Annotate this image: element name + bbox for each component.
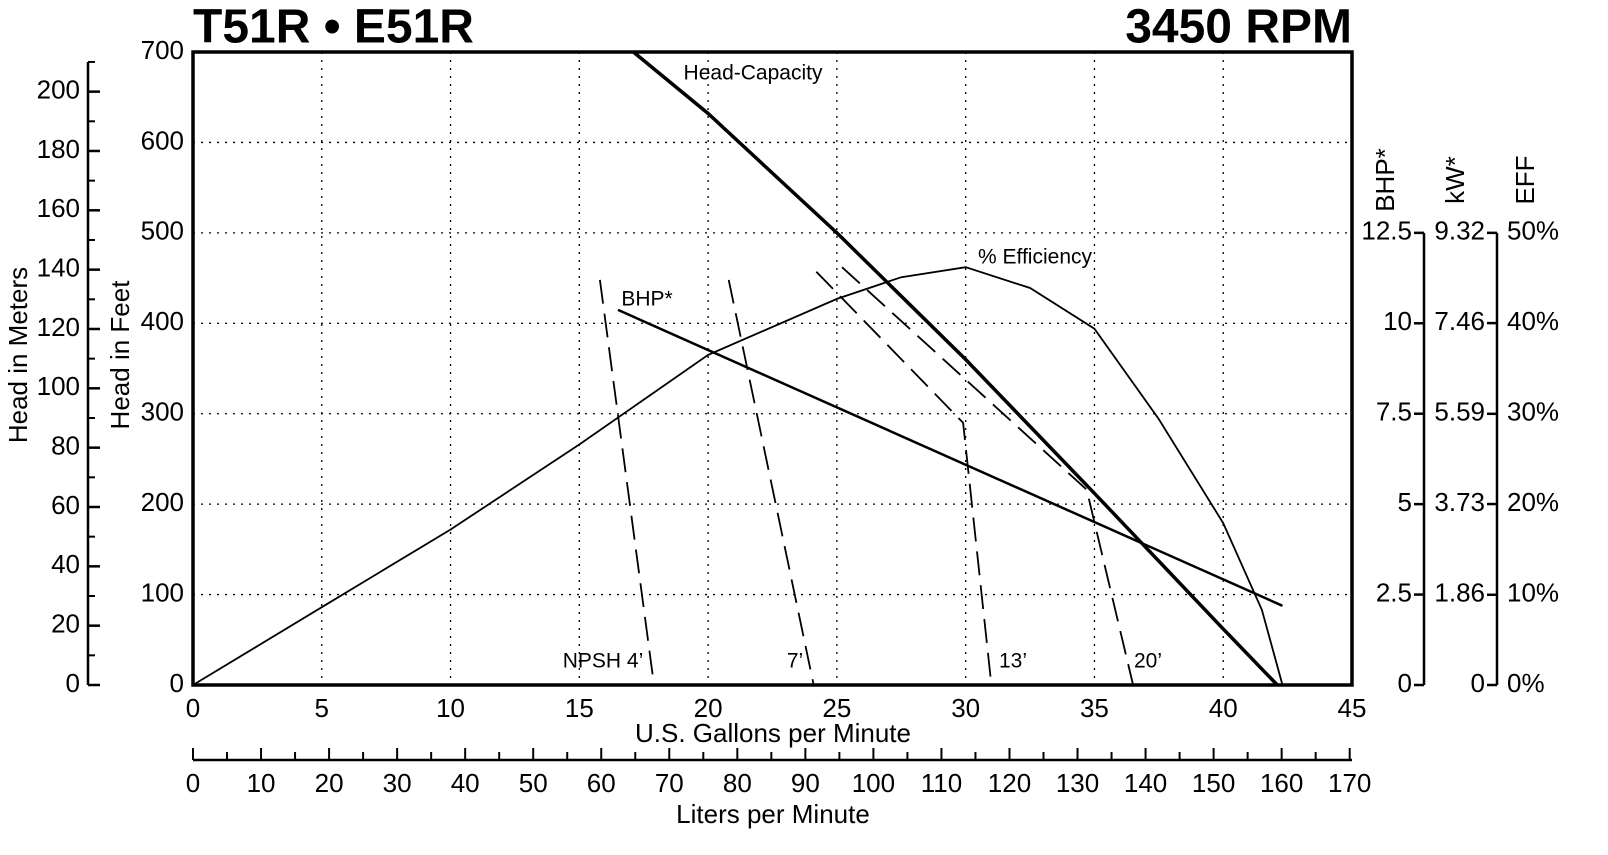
x-tick-label: 5: [315, 693, 329, 723]
series-line: [192, 266, 1284, 686]
right-tick-label: 12.5: [1361, 216, 1412, 246]
right-tick-label: 9.32: [1434, 216, 1485, 246]
lpm-tick-label: 60: [587, 768, 616, 798]
series-line: [632, 50, 1279, 687]
y-tick-label: 200: [141, 487, 184, 517]
meters-tick-label: 80: [51, 431, 80, 461]
lpm-tick-label: 160: [1260, 768, 1303, 798]
right-tick-label: 30%: [1507, 397, 1559, 427]
lpm-tick-label: 80: [723, 768, 752, 798]
right-tick-label: 7.5: [1376, 397, 1412, 427]
series-line: [599, 279, 655, 686]
right-tick-label: 10: [1383, 306, 1412, 336]
y-axis-title: Head in Feet: [105, 280, 135, 430]
x-tick-label: 15: [565, 693, 594, 723]
right-tick-label: 0: [1471, 668, 1485, 698]
right-tick-label: 2.5: [1376, 577, 1412, 607]
x-tick-label: 35: [1080, 693, 1109, 723]
right-tick-label: 0: [1398, 668, 1412, 698]
right-tick-label: 1.86: [1434, 578, 1485, 608]
series-line: [841, 266, 1134, 686]
meters-tick-label: 100: [37, 371, 80, 401]
series-label: NPSH 4’: [563, 650, 644, 673]
lpm-tick-label: 20: [315, 768, 344, 798]
y-tick-label: 500: [141, 216, 184, 246]
meters-tick-label: 140: [37, 253, 80, 283]
y-tick-label: 0: [170, 668, 184, 698]
right-axis-title: EFF: [1510, 155, 1540, 204]
series-label: Head-Capacity: [684, 62, 823, 85]
right-tick-label: 20%: [1507, 487, 1559, 517]
right-axis-title: kW*: [1440, 156, 1470, 204]
plot-frame: [191, 50, 1354, 687]
x-tick-label: 45: [1338, 693, 1367, 723]
right-tick-label: 40%: [1507, 306, 1559, 336]
meters-tick-label: 200: [37, 75, 80, 105]
lpm-tick-label: 120: [988, 768, 1031, 798]
right-tick-label: 7.46: [1434, 306, 1485, 336]
lpm-tick-label: 150: [1192, 768, 1235, 798]
x-tick-label: 20: [694, 693, 723, 723]
series-label: BHP*: [621, 288, 672, 311]
series-label: 20’: [1134, 650, 1162, 673]
meters-tick-label: 20: [51, 609, 80, 639]
meters-axis-title: Head in Meters: [3, 267, 33, 443]
lpm-tick-label: 100: [852, 768, 895, 798]
x-tick-label: 30: [951, 693, 980, 723]
x-axis-title: U.S. Gallons per Minute: [635, 718, 911, 748]
right-tick-label: 5: [1398, 487, 1412, 517]
y-tick-label: 700: [141, 35, 184, 65]
series-line: [815, 271, 993, 686]
right-tick-label: 0%: [1507, 668, 1545, 698]
lpm-tick-label: 30: [383, 768, 412, 798]
y-tick-label: 100: [141, 577, 184, 607]
right-tick-label: 3.73: [1434, 487, 1485, 517]
chart-subtitle: 3450 RPM: [1125, 1, 1352, 54]
right-tick-label: 5.59: [1434, 397, 1485, 427]
lpm-tick-label: 40: [451, 768, 480, 798]
y-tick-label: 600: [141, 125, 184, 155]
meters-tick-label: 160: [37, 193, 80, 223]
lpm-tick-label: 10: [247, 768, 276, 798]
x-tick-label: 25: [822, 693, 851, 723]
meters-tick-label: 0: [66, 668, 80, 698]
lpm-tick-label: 90: [791, 768, 820, 798]
series-line: [617, 308, 1284, 607]
series-label: 7’: [787, 650, 803, 673]
lpm-tick-label: 170: [1328, 768, 1371, 798]
right-tick-label: 50%: [1507, 216, 1559, 246]
lpm-tick-label: 70: [655, 768, 684, 798]
right-tick-label: 10%: [1507, 577, 1559, 607]
chart-title: T51R • E51R: [193, 1, 474, 54]
lpm-tick-label: 50: [519, 768, 548, 798]
meters-tick-label: 180: [37, 134, 80, 164]
right-axis-title: BHP*: [1370, 148, 1400, 212]
lpm-tick-label: 0: [186, 768, 200, 798]
meters-tick-label: 40: [51, 549, 80, 579]
lpm-tick-label: 130: [1056, 768, 1099, 798]
lpm-tick-label: 110: [921, 768, 962, 798]
x-tick-label: 0: [186, 693, 200, 723]
y-tick-label: 300: [141, 397, 184, 427]
meters-tick-label: 60: [51, 490, 80, 520]
series-line: [727, 279, 815, 686]
y-tick-label: 400: [141, 306, 184, 336]
x-tick-label: 10: [436, 693, 465, 723]
x-tick-label: 40: [1209, 693, 1238, 723]
series-label: 13’: [999, 650, 1027, 673]
lpm-tick-label: 140: [1124, 768, 1167, 798]
meters-tick-label: 120: [37, 312, 80, 342]
series-label: % Efficiency: [978, 246, 1092, 269]
lpm-axis-title: Liters per Minute: [676, 799, 870, 829]
